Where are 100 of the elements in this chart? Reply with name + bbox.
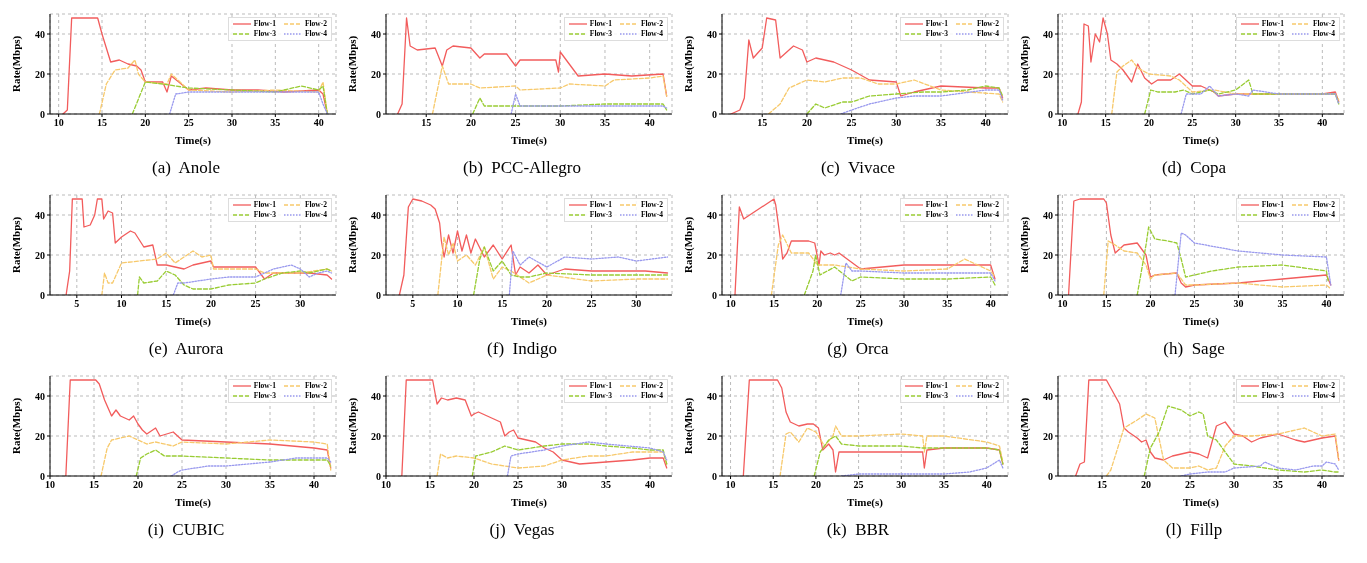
line-series <box>135 449 332 476</box>
y-tick-label: 40 <box>35 28 45 40</box>
line-series <box>1180 85 1340 114</box>
y-axis-title: Rate(Mbps) <box>1017 35 1031 92</box>
text: (k) BBR <box>825 520 891 540</box>
x-tick-label: 35 <box>599 117 610 129</box>
line-series <box>767 77 1004 114</box>
text: (e) Aurora <box>147 339 225 359</box>
x-tick-label: 40 <box>313 117 324 129</box>
line-series <box>98 59 328 114</box>
line-series <box>813 435 1004 476</box>
y-tick-label: 20 <box>35 249 45 261</box>
line-series <box>1074 379 1340 476</box>
x-tick-label: 40 <box>1317 117 1328 129</box>
line-series <box>840 262 996 295</box>
x-tick-label: 15 <box>161 298 172 310</box>
y-tick-label: 0 <box>712 108 717 120</box>
y-tick-label: 20 <box>371 249 381 261</box>
x-tick-label: 35 <box>270 117 281 129</box>
x-tick-label: 20 <box>1141 479 1151 491</box>
x-tick-label: 20 <box>801 117 812 129</box>
y-tick-label: 0 <box>712 470 717 482</box>
x-tick-label: 40 <box>309 479 319 491</box>
x-tick-label: 20 <box>205 298 216 310</box>
y-tick-label: 20 <box>371 430 381 442</box>
line-series <box>1103 240 1332 295</box>
x-tick-label: 25 <box>250 298 261 310</box>
x-tick-label: 10 <box>452 298 463 310</box>
x-tick-label: 25 <box>855 298 866 310</box>
x-tick-label: 10 <box>1057 298 1068 310</box>
y-tick-label: 0 <box>1048 470 1053 482</box>
x-tick-label: 15 <box>1100 117 1111 129</box>
y-tick-label: 40 <box>707 209 717 221</box>
line-series <box>136 268 333 295</box>
line-series <box>1105 413 1340 476</box>
x-tick-label: 10 <box>725 298 736 310</box>
x-tick-label: 20 <box>1144 117 1154 129</box>
y-tick-label: 40 <box>371 390 381 402</box>
x-tick-label: 10 <box>116 298 127 310</box>
y-tick-label: 0 <box>40 470 45 482</box>
line-series <box>131 81 328 114</box>
line-series <box>168 91 328 114</box>
x-tick-label: 30 <box>891 117 902 129</box>
y-axis-title: Rate(Mbps) <box>1017 397 1031 454</box>
text: (g) Orca <box>826 339 890 359</box>
x-tick-label: 30 <box>896 479 907 491</box>
x-tick-label: 30 <box>899 298 909 310</box>
x-tick-label: 10 <box>381 479 391 491</box>
x-tick-label: 25 <box>510 117 521 129</box>
text: (j) Vegas <box>488 520 556 540</box>
x-tick-label: 25 <box>513 479 523 491</box>
line-series <box>471 443 668 476</box>
line-series <box>1136 226 1329 295</box>
y-axis-title: Rate(Mbps) <box>681 35 695 92</box>
x-axis-title: Time(s) <box>1183 134 1220 147</box>
x-tick-label: 30 <box>555 117 566 129</box>
y-tick-label: 20 <box>1043 68 1053 80</box>
y-tick-label: 40 <box>371 209 381 221</box>
line-series <box>431 65 668 114</box>
y-tick-label: 0 <box>376 289 381 301</box>
line-series <box>437 236 669 295</box>
line-series <box>100 435 332 476</box>
x-tick-label: 20 <box>140 117 151 129</box>
x-tick-label: 10 <box>1057 117 1068 129</box>
x-tick-label: 20 <box>1145 298 1156 310</box>
y-tick-label: 40 <box>1043 28 1053 40</box>
y-tick-label: 40 <box>707 28 717 40</box>
y-tick-label: 20 <box>707 68 717 80</box>
x-tick-label: 15 <box>757 117 768 129</box>
x-tick-label: 25 <box>1187 117 1198 129</box>
x-tick-label: 15 <box>425 479 435 491</box>
y-tick-label: 40 <box>35 390 45 402</box>
x-tick-label: 15 <box>97 117 107 129</box>
x-tick-label: 30 <box>221 479 231 491</box>
line-series <box>508 250 669 295</box>
line-series <box>436 451 668 476</box>
x-tick-label: 40 <box>644 117 655 129</box>
y-axis-title: Rate(Mbps) <box>9 216 23 273</box>
line-series <box>779 425 1004 476</box>
x-tick-label: 20 <box>133 479 143 491</box>
text: (h) Sage <box>1162 339 1226 359</box>
x-tick-label: 15 <box>1101 298 1112 310</box>
x-tick-label: 35 <box>1277 298 1288 310</box>
y-tick-label: 20 <box>707 249 717 261</box>
x-tick-label: 40 <box>1321 298 1332 310</box>
line-series <box>506 441 668 476</box>
x-tick-label: 25 <box>846 117 857 129</box>
x-tick-label: 20 <box>810 479 821 491</box>
line-series <box>770 234 996 295</box>
y-axis-title: Rate(Mbps) <box>345 35 359 92</box>
x-tick-label: 10 <box>725 479 736 491</box>
x-tick-label: 20 <box>465 117 476 129</box>
y-tick-label: 20 <box>1043 430 1053 442</box>
x-tick-label: 20 <box>469 479 479 491</box>
x-axis-title: Time(s) <box>847 315 884 328</box>
x-tick-label: 15 <box>1097 479 1107 491</box>
x-tick-label: 30 <box>1230 117 1241 129</box>
x-tick-label: 30 <box>1229 479 1239 491</box>
y-axis-title: Rate(Mbps) <box>681 216 695 273</box>
x-axis-title: Time(s) <box>1183 496 1220 509</box>
